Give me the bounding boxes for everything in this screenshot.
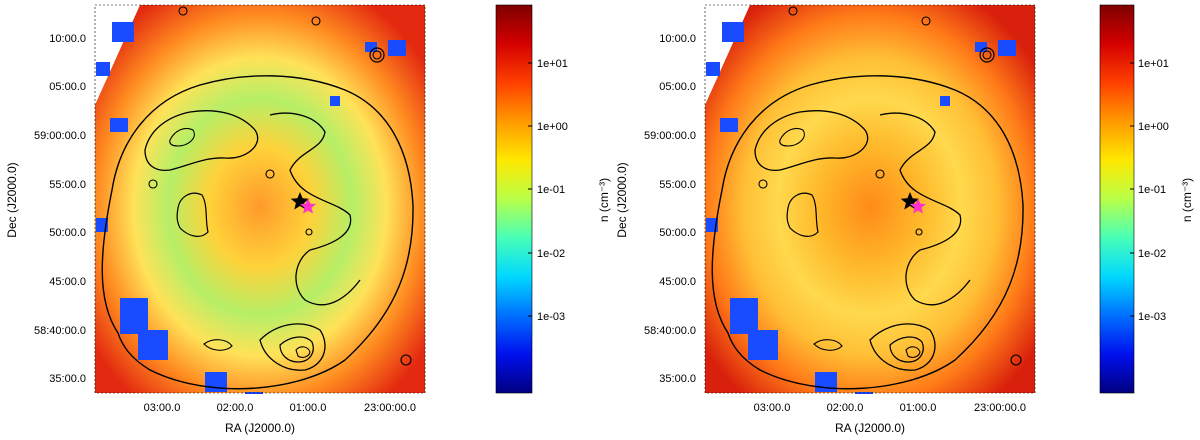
x-tick-label: 02:00.0 [827, 402, 864, 414]
y-tick-label: 59:00:00.0 [644, 130, 696, 142]
magenta-star-right [909, 198, 927, 214]
colorbar-tick-label: 1e-03 [1138, 311, 1166, 323]
y-tick-label: 35:00.0 [49, 373, 86, 385]
y-tick-label: 55:00.0 [659, 179, 696, 191]
y-axis-label-left: Dec (J2000.0) [5, 162, 19, 237]
y-tick-label: 58:40:00.0 [644, 325, 696, 337]
colorbar-tick-label: 1e-03 [537, 311, 565, 323]
colorbar-ticks-left: 1e+01 1e+00 1e-01 1e-02 1e-03 [528, 58, 568, 323]
x-ticks-right: 03:00.0 02:00.0 01:00.0 23:00:00.0 [754, 402, 1026, 414]
magenta-star-left [299, 198, 317, 214]
panel-left: 10:00.0 05:00.0 59:00:00.0 55:00.0 50:00… [5, 4, 426, 435]
y-tick-label: 35:00.0 [659, 373, 696, 385]
y-tick-label: 45:00.0 [49, 276, 86, 288]
y-tick-label: 05:00.0 [49, 81, 86, 93]
x-tick-label: 02:00.0 [217, 402, 254, 414]
colorbar-tick-label: 1e+01 [1138, 58, 1169, 70]
x-axis-label-left: RA (J2000.0) [225, 421, 295, 435]
y-tick-label: 10:00.0 [659, 33, 696, 45]
colorbar-tick-label: 1e+00 [1138, 121, 1169, 133]
x-tick-label: 03:00.0 [144, 402, 181, 414]
x-tick-label: 23:00:00.0 [364, 402, 416, 414]
axes-frame-right [704, 4, 1036, 394]
x-tick-label: 01:00.0 [900, 402, 937, 414]
y-tick-label: 50:00.0 [49, 227, 86, 239]
colorbar-tick-label: 1e-02 [537, 248, 565, 260]
colorbar-ticks-right: 1e+01 1e+00 1e-01 1e-02 1e-03 [1130, 58, 1169, 323]
map-image-left [95, 5, 425, 393]
colorbar-ramp-left [495, 4, 533, 394]
y-tick-label: 45:00.0 [659, 276, 696, 288]
colorbar-tick-label: 1e-01 [537, 184, 565, 196]
black-star-left [290, 192, 310, 210]
colorbar-ramp-right [1099, 4, 1135, 394]
x-tick-label: 23:00:00.0 [974, 402, 1026, 414]
colorbar-tick-label: 1e-02 [1138, 248, 1166, 260]
x-tick-label: 03:00.0 [754, 402, 791, 414]
x-ticks-left: 03:00.0 02:00.0 01:00.0 23:00:00.0 [144, 402, 416, 414]
colorbar-tick-label: 1e-01 [1138, 184, 1166, 196]
map-image-right [705, 5, 1035, 393]
x-axis-label-right: RA (J2000.0) [835, 421, 905, 435]
y-ticks-left: 10:00.0 05:00.0 59:00:00.0 55:00.0 50:00… [34, 33, 86, 385]
colorbar-tick-label: 1e+01 [537, 58, 568, 70]
colorbar-label-right: n (cm⁻³) [1180, 178, 1194, 222]
y-tick-label: 55:00.0 [49, 179, 86, 191]
y-tick-label: 05:00.0 [659, 81, 696, 93]
axes-frame-left [94, 4, 426, 394]
y-tick-label: 50:00.0 [659, 227, 696, 239]
colorbar-tick-label: 1e+00 [537, 121, 568, 133]
y-tick-label: 10:00.0 [49, 33, 86, 45]
y-tick-label: 59:00:00.0 [34, 130, 86, 142]
y-ticks-right: 10:00.0 05:00.0 59:00:00.0 55:00.0 50:00… [644, 33, 696, 385]
colorbar-label-left: n (cm⁻³) [597, 178, 611, 222]
x-tick-label: 01:00.0 [290, 402, 327, 414]
colorbar-right: 1e+01 1e+00 1e-01 1e-02 1e-03 n (cm⁻³) [1099, 4, 1194, 394]
y-tick-label: 58:40:00.0 [34, 325, 86, 337]
colorbar-left: 1e+01 1e+00 1e-01 1e-02 1e-03 n (cm⁻³) [495, 4, 611, 394]
panel-right: 10:00.0 05:00.0 59:00:00.0 55:00.0 50:00… [615, 4, 1036, 435]
y-axis-label-right: Dec (J2000.0) [615, 162, 629, 237]
black-star-right [900, 192, 920, 210]
